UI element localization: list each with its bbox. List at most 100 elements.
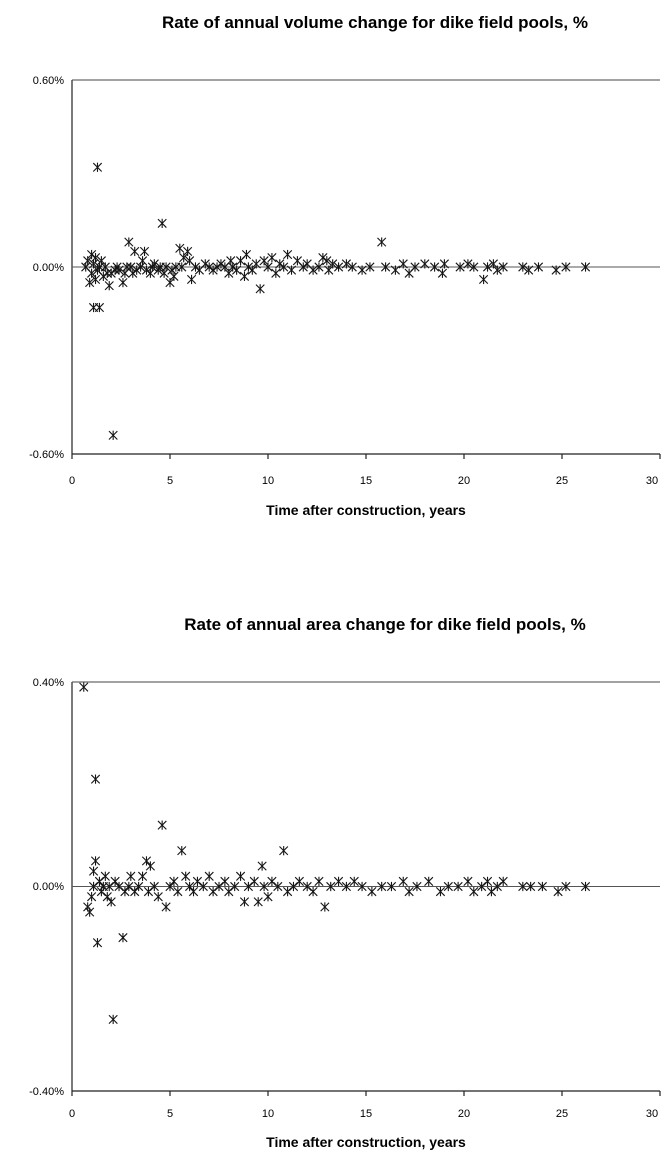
data-point xyxy=(253,897,263,907)
data-point xyxy=(157,820,167,830)
x-tick-label: 25 xyxy=(556,1108,568,1120)
data-point xyxy=(212,262,222,272)
data-point xyxy=(165,277,175,288)
data-point xyxy=(130,886,140,897)
data-point xyxy=(235,871,246,881)
data-point xyxy=(181,871,191,881)
data-point xyxy=(551,265,561,275)
data-point xyxy=(92,938,103,948)
data-point xyxy=(94,302,105,313)
data-point xyxy=(410,262,420,272)
data-point xyxy=(137,871,148,881)
data-point xyxy=(132,265,142,275)
data-point xyxy=(259,256,269,266)
data-points xyxy=(81,162,591,440)
data-point xyxy=(204,871,214,881)
data-point xyxy=(177,262,187,272)
x-axis-label: Time after construction, years xyxy=(266,502,466,518)
data-point xyxy=(424,876,434,887)
data-point xyxy=(143,886,154,897)
data-point xyxy=(518,881,528,892)
data-point xyxy=(492,265,502,275)
data-point xyxy=(228,262,238,272)
y-tick-label: 0.00% xyxy=(33,262,64,274)
data-point xyxy=(220,876,230,887)
data-point xyxy=(243,262,253,272)
data-point xyxy=(365,262,375,272)
data-point xyxy=(322,256,332,266)
data-point xyxy=(412,881,422,892)
data-point xyxy=(326,881,336,892)
x-tick-label: 5 xyxy=(167,475,173,487)
x-axis-label: Time after construction, years xyxy=(266,1134,466,1150)
x-tick-label: 25 xyxy=(556,475,568,487)
data-point xyxy=(498,262,508,272)
data-point xyxy=(124,237,134,247)
data-point xyxy=(463,876,473,887)
data-point xyxy=(230,881,240,892)
data-point xyxy=(398,876,408,887)
data-point xyxy=(404,886,414,897)
data-point xyxy=(257,861,267,871)
data-point xyxy=(87,249,97,260)
x-tick-label: 30 xyxy=(646,475,658,487)
data-point xyxy=(249,876,259,887)
data-point xyxy=(165,881,175,892)
data-point xyxy=(85,907,95,917)
y-tick-label: 0.40% xyxy=(33,677,64,689)
data-point xyxy=(320,902,330,912)
data-point xyxy=(498,876,508,887)
data-point xyxy=(98,271,108,281)
data-point xyxy=(169,271,179,281)
data-point xyxy=(79,682,89,692)
data-point xyxy=(349,876,359,887)
data-point xyxy=(90,774,101,784)
data-point xyxy=(479,274,489,285)
data-point xyxy=(437,268,448,278)
data-point xyxy=(92,162,103,172)
x-tick-label: 15 xyxy=(360,1108,372,1120)
data-point xyxy=(357,265,367,275)
data-point xyxy=(161,902,171,912)
data-point xyxy=(381,262,391,272)
data-point xyxy=(153,892,163,902)
x-tick-labels: 0 5 10 15 20 25 30 xyxy=(69,475,658,487)
data-point xyxy=(175,243,185,253)
x-tick-label: 0 xyxy=(69,475,75,487)
x-tick-label: 10 xyxy=(262,475,274,487)
data-point xyxy=(469,886,479,897)
data-point xyxy=(88,866,99,876)
data-point xyxy=(100,871,110,881)
data-point xyxy=(90,253,101,263)
data-point xyxy=(333,876,344,887)
data-point xyxy=(224,268,234,278)
data-point xyxy=(443,881,453,892)
data-point xyxy=(267,253,277,263)
data-point xyxy=(367,886,377,897)
data-point xyxy=(224,886,234,897)
data-point xyxy=(561,881,571,892)
data-point xyxy=(216,259,226,269)
data-point xyxy=(347,262,357,272)
data-point xyxy=(420,259,430,269)
data-point xyxy=(118,933,128,943)
data-point xyxy=(204,262,214,272)
data-points xyxy=(79,682,591,1025)
data-point xyxy=(167,265,177,275)
data-point xyxy=(141,265,152,275)
data-point xyxy=(267,876,277,887)
data-point xyxy=(136,262,146,272)
y-tick-label: 0.60% xyxy=(33,75,64,87)
data-point xyxy=(314,876,324,887)
data-point xyxy=(279,846,289,856)
data-point xyxy=(239,271,250,281)
data-point xyxy=(275,259,285,269)
data-point xyxy=(186,274,197,285)
x-tick-label: 10 xyxy=(262,1108,274,1120)
data-point xyxy=(241,249,252,260)
data-point xyxy=(553,886,563,897)
data-point xyxy=(526,881,536,892)
data-point xyxy=(463,259,473,269)
data-point xyxy=(137,256,148,266)
